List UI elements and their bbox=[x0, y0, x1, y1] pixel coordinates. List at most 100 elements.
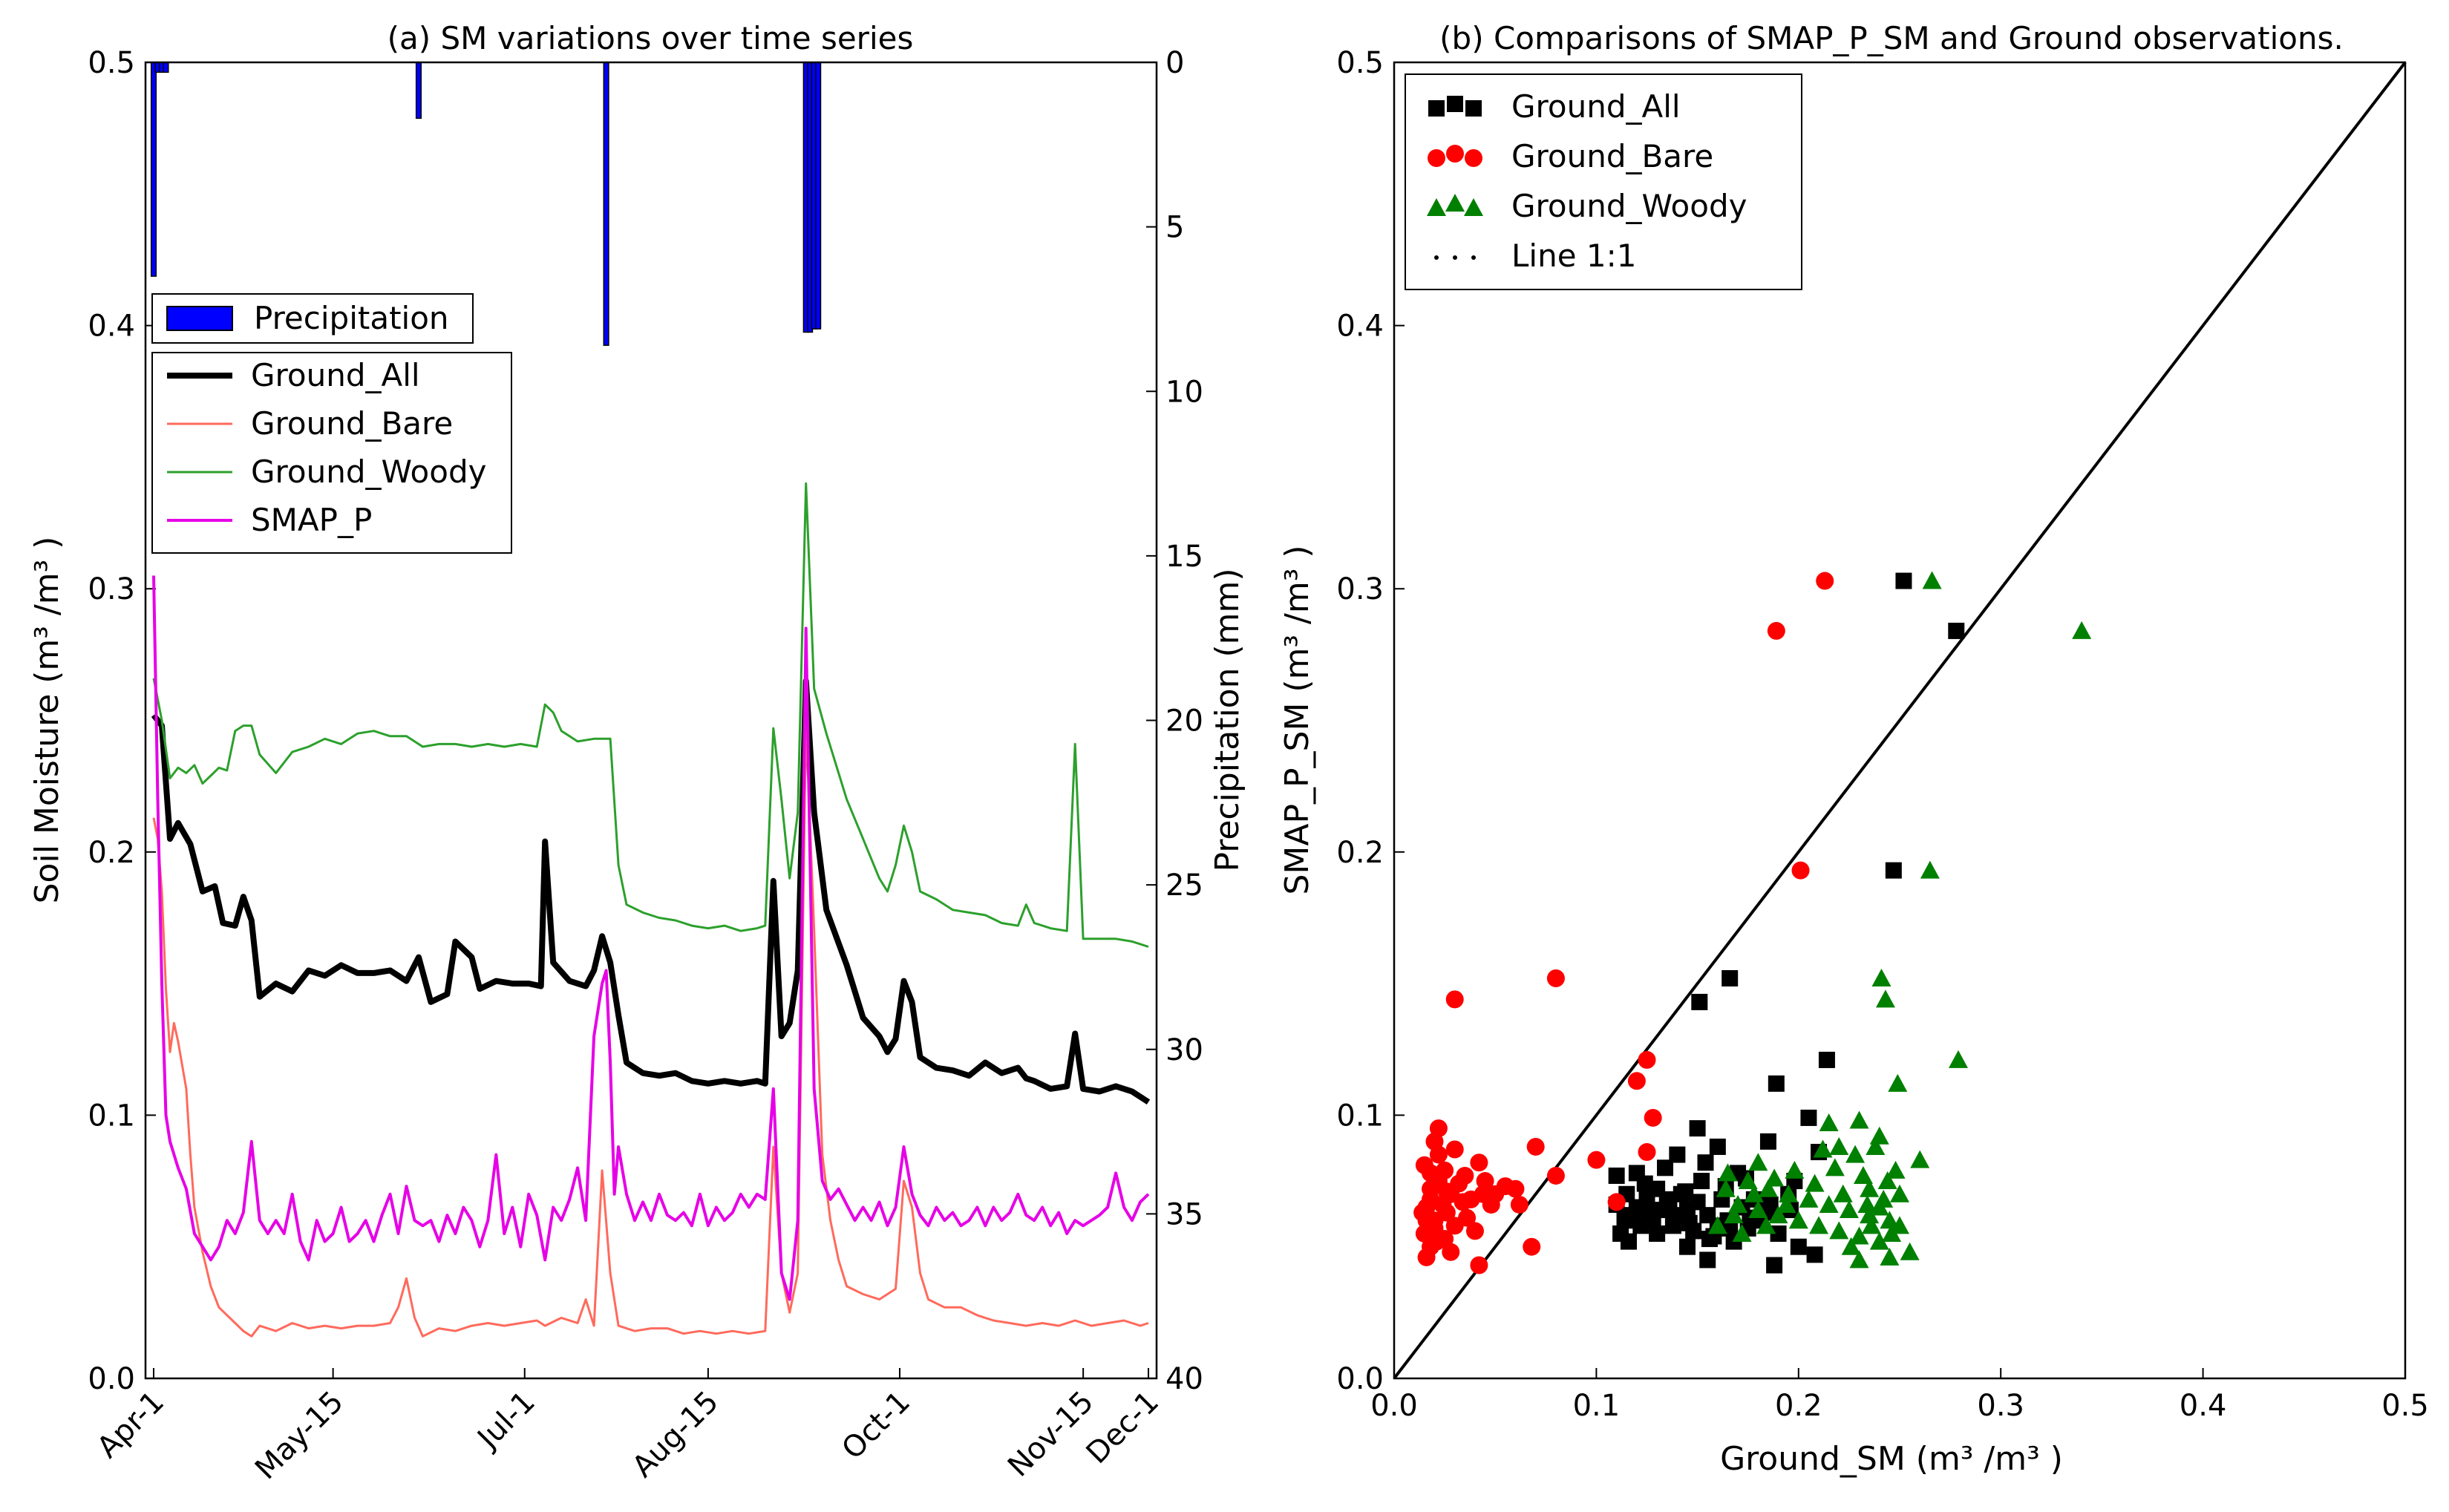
scatter-point-ground-woody bbox=[1888, 1073, 1908, 1092]
scatter-point-ground-bare bbox=[1470, 1256, 1488, 1274]
scatter-point-ground-woody bbox=[1839, 1200, 1859, 1219]
legend-label-scatter-ground-bare: Ground_Bare bbox=[1511, 138, 1713, 174]
scatter-point-ground-all bbox=[1681, 1214, 1698, 1231]
scatter-point-ground-all bbox=[1766, 1257, 1783, 1274]
scatter-point-ground-bare bbox=[1506, 1179, 1525, 1198]
scatter-point-ground-all bbox=[1722, 970, 1739, 987]
scatter-point-ground-woody bbox=[1875, 989, 1895, 1008]
legend-marker-ground-all bbox=[1447, 96, 1463, 112]
scatter-point-ground-woody bbox=[1718, 1163, 1738, 1182]
x-tick-label: 0.2 bbox=[1775, 1389, 1822, 1423]
scatter-point-ground-woody bbox=[1724, 1205, 1744, 1224]
scatter-point-ground-all bbox=[1948, 622, 1965, 639]
scatter-point-ground-woody bbox=[1871, 969, 1891, 987]
panel-a-y2-label: Precipitation (mm) bbox=[1209, 568, 1246, 871]
scatter-point-ground-woody bbox=[1765, 1168, 1785, 1187]
scatter-point-ground-bare bbox=[1429, 1145, 1448, 1164]
scatter-point-ground-woody bbox=[1819, 1194, 1839, 1213]
reference-line-1-1 bbox=[1393, 61, 2407, 1380]
scatter-point-ground-woody bbox=[1732, 1223, 1752, 1242]
scatter-point-ground-all bbox=[1641, 1207, 1658, 1224]
y-tick-label: 0.2 bbox=[1336, 836, 1384, 870]
scatter-point-ground-all bbox=[1678, 1238, 1696, 1255]
x-tick-label: 0.5 bbox=[2381, 1389, 2429, 1423]
scatter-point-ground-bare bbox=[1510, 1195, 1528, 1214]
scatter-point-ground-woody bbox=[1829, 1221, 1849, 1240]
scatter-point-ground-bare bbox=[1425, 1219, 1444, 1237]
scatter-point-ground-bare bbox=[1454, 1193, 1472, 1211]
scatter-point-ground-bare bbox=[1587, 1151, 1606, 1169]
scatter-point-ground-all bbox=[1649, 1225, 1666, 1242]
scatter-point-ground-bare bbox=[1627, 1072, 1646, 1090]
scatter-point-ground-woody bbox=[1707, 1216, 1727, 1234]
panel-b-y-label: SMAP_P_SM (m³ /m³ ) bbox=[1278, 545, 1316, 894]
scatter-point-ground-all bbox=[1657, 1159, 1674, 1176]
scatter-point-ground-bare bbox=[1546, 1166, 1565, 1185]
scatter-point-ground-woody bbox=[1890, 1184, 1909, 1202]
scatter-point-ground-all bbox=[1697, 1154, 1714, 1171]
scatter-point-ground-all bbox=[1806, 1246, 1823, 1263]
scatter-point-ground-bare bbox=[1644, 1108, 1662, 1127]
scatter-point-ground-all bbox=[1636, 1175, 1653, 1192]
y-tick-label: 0.0 bbox=[1336, 1362, 1384, 1396]
scatter-point-ground-bare bbox=[1638, 1050, 1656, 1069]
panel-a-title: (a) SM variations over time series bbox=[388, 20, 914, 56]
legend-marker-ground-all bbox=[1465, 100, 1482, 117]
y2-tick-label: 40 bbox=[1165, 1362, 1203, 1396]
scatter-point-ground-woody bbox=[2072, 621, 2092, 639]
scatter-point-ground-woody bbox=[1768, 1205, 1788, 1224]
scatter-point-ground-woody bbox=[1805, 1174, 1825, 1192]
legend-soil-moisture: Ground_All Ground_Bare Ground_Woody SMAP… bbox=[151, 352, 512, 554]
legend-label-smap-p: SMAP_P bbox=[251, 502, 372, 538]
scatter-point-ground-all bbox=[1620, 1233, 1637, 1250]
scatter-point-ground-woody bbox=[1748, 1200, 1768, 1219]
precipitation-bar bbox=[415, 62, 422, 120]
scatter-point-ground-woody bbox=[1799, 1189, 1819, 1208]
legend-label-line-1-1: Line 1:1 bbox=[1511, 238, 1636, 274]
scatter-point-ground-all bbox=[1800, 1109, 1817, 1126]
y2-tick-label: 20 bbox=[1165, 704, 1203, 739]
legend-marker-ground-bare bbox=[1446, 145, 1464, 163]
y-tick-label: 0.1 bbox=[88, 1099, 135, 1133]
legend-marker-ground-bare bbox=[1465, 149, 1482, 167]
scatter-point-ground-bare bbox=[1767, 621, 1785, 640]
scatter-point-ground-bare bbox=[1465, 1222, 1484, 1240]
legend-precipitation-swatch bbox=[166, 306, 233, 331]
scatter-point-ground-woody bbox=[1748, 1153, 1768, 1171]
legend-marker-line-1-1 bbox=[1453, 255, 1457, 260]
y-tick-label: 0.4 bbox=[1336, 310, 1384, 344]
scatter-point-ground-all bbox=[1759, 1133, 1776, 1150]
scatter-point-ground-all bbox=[1691, 993, 1708, 1010]
precipitation-bar bbox=[815, 62, 822, 330]
scatter-point-ground-woody bbox=[1813, 1139, 1833, 1158]
panel-b-axes-frame bbox=[1393, 61, 2407, 1380]
scatter-point-ground-woody bbox=[1833, 1184, 1853, 1202]
scatter-point-ground-bare bbox=[1445, 1217, 1464, 1235]
legend-marker-ground-bare bbox=[1428, 149, 1445, 167]
scatter-point-ground-all bbox=[1895, 572, 1912, 589]
scatter-point-ground-woody bbox=[1779, 1184, 1799, 1202]
scatter-point-ground-bare bbox=[1546, 969, 1565, 988]
scatter-point-ground-bare bbox=[1417, 1248, 1436, 1266]
scatter-point-ground-woody bbox=[1860, 1205, 1880, 1224]
series-line-ground-woody bbox=[152, 482, 1149, 948]
legend-marker-ground-all bbox=[1428, 100, 1445, 117]
scatter-point-ground-woody bbox=[1900, 1242, 1920, 1260]
y-tick-label: 0.5 bbox=[1336, 46, 1384, 80]
scatter-point-ground-all bbox=[1699, 1251, 1716, 1269]
legend-marker-ground-woody bbox=[1427, 198, 1446, 216]
scatter-point-ground-bare bbox=[1437, 1182, 1456, 1201]
series-line-ground-all bbox=[151, 678, 1151, 1105]
series-line-ground-bare bbox=[152, 719, 1149, 1338]
scatter-point-ground-all bbox=[1709, 1138, 1726, 1155]
panel-a-y-label: Soil Moisture (m³ /m³ ) bbox=[28, 537, 66, 904]
scatter-point-ground-bare bbox=[1791, 861, 1810, 880]
scatter-point-ground-all bbox=[1768, 1075, 1785, 1092]
panel-b-scatter: (b) Comparisons of SMAP_P_SM and Ground … bbox=[1278, 20, 2429, 1478]
precipitation-bar bbox=[603, 62, 609, 346]
x-tick-label: 0.1 bbox=[1573, 1389, 1621, 1423]
soil-moisture-lines bbox=[151, 482, 1151, 1338]
scatter-point-ground-woody bbox=[1849, 1226, 1869, 1245]
scatter-point-ground-bare bbox=[1607, 1193, 1626, 1211]
